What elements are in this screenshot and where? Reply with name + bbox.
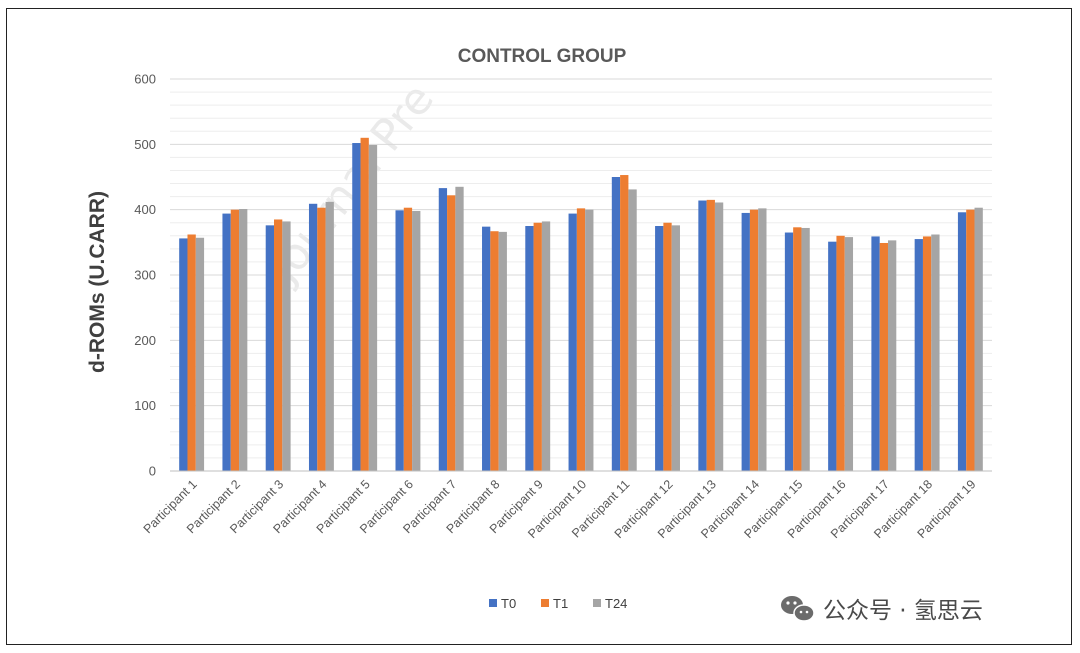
bar-t1-17	[879, 242, 888, 471]
bar-t24-5	[368, 144, 378, 471]
bar-t0-16	[828, 241, 837, 471]
wechat-icon	[781, 596, 815, 622]
bar-t24-18	[931, 234, 940, 471]
bar-t0-15	[784, 232, 794, 471]
bar-t0-12	[655, 226, 664, 471]
bar-t0-1	[179, 238, 188, 471]
bar-t1-2	[230, 209, 240, 471]
bar-t24-4	[325, 201, 334, 471]
bar-t0-19	[957, 212, 967, 471]
bar-t1-8	[490, 231, 499, 471]
bar-t1-10	[576, 208, 586, 472]
bar-t24-14	[758, 208, 767, 472]
legend-label-t24: T24	[605, 596, 627, 611]
bar-t1-14	[749, 209, 759, 471]
bar-t1-9	[533, 222, 542, 471]
bar-t24-1	[195, 237, 205, 471]
bar-t1-18	[922, 236, 932, 471]
bar-t0-7	[438, 188, 448, 471]
bar-t1-4	[317, 207, 326, 471]
bar-t1-5	[360, 137, 369, 472]
bar-t1-11	[620, 175, 629, 472]
legend: T0 T1 T24	[489, 596, 627, 611]
bar-t24-2	[239, 209, 248, 471]
chart-title: CONTROL GROUP	[458, 46, 627, 67]
bars	[179, 137, 983, 472]
bar-t0-10	[568, 213, 577, 471]
bar-t24-7	[455, 186, 464, 472]
bar-t1-16	[836, 235, 845, 471]
bar-t1-1	[187, 234, 196, 471]
bar-t1-12	[663, 222, 672, 471]
legend-swatch-t1	[541, 599, 549, 607]
bar-t0-6	[395, 210, 404, 471]
legend-swatch-t24	[593, 599, 601, 607]
bar-t0-17	[871, 236, 880, 471]
bar-t1-3	[274, 219, 283, 471]
bar-t0-4	[308, 203, 318, 471]
bar-t24-11	[628, 189, 637, 471]
legend-label-t1: T1	[553, 596, 568, 611]
y-tick-label: 300	[134, 268, 156, 283]
y-tick-label: 600	[134, 72, 156, 87]
y-tick-label: 200	[134, 333, 156, 348]
bar-t0-18	[914, 239, 923, 471]
bar-t1-6	[403, 207, 413, 471]
y-tick-label: 400	[134, 202, 156, 217]
bar-t24-13	[714, 202, 724, 472]
bar-t24-3	[282, 221, 291, 471]
bar-t24-12	[671, 225, 680, 471]
y-tick-label: 0	[149, 464, 156, 479]
bar-t0-13	[698, 200, 707, 471]
bar-t24-19	[974, 207, 983, 471]
bar-t24-16	[844, 237, 854, 471]
bar-t24-9	[541, 221, 551, 471]
bar-t1-13	[706, 199, 715, 471]
bar-t24-6	[412, 210, 421, 471]
y-tick-label: 100	[134, 398, 156, 413]
bar-t24-17	[887, 240, 897, 471]
bar-t0-14	[741, 212, 750, 471]
bar-t1-19	[966, 209, 975, 471]
footer-brand: 公众号 · 氢思云	[781, 596, 983, 624]
bar-t1-15	[793, 227, 802, 471]
bar-t0-5	[352, 143, 361, 471]
y-tick-label: 500	[134, 137, 156, 152]
bar-t0-8	[482, 226, 491, 471]
y-axis-label: d-ROMs (U.CARR)	[86, 191, 109, 373]
footer-text: 公众号 · 氢思云	[823, 598, 983, 624]
bar-t0-11	[611, 177, 621, 471]
bar-t0-3	[265, 225, 275, 471]
bar-t0-2	[222, 213, 231, 471]
bar-t24-8	[498, 231, 507, 471]
bar-t24-15	[801, 227, 810, 471]
legend-swatch-t0	[489, 599, 497, 607]
y-tick-labels: 0 100 200 300 400 500 600	[134, 72, 156, 479]
bar-t0-9	[525, 226, 534, 471]
bar-t24-10	[585, 209, 594, 471]
bar-t1-7	[447, 195, 456, 471]
legend-label-t0: T0	[501, 596, 516, 611]
